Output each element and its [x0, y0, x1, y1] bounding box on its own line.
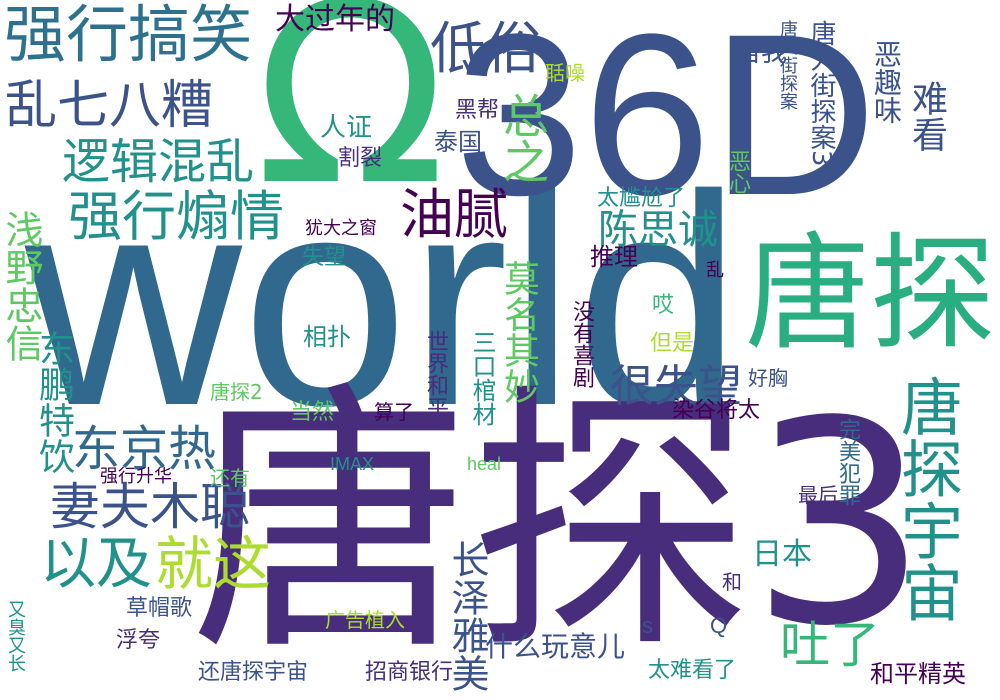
word-hai-tangtan-yuzhou: 还唐探宇宙	[198, 660, 309, 685]
word-exin: 恶心	[725, 150, 750, 194]
word-meiyou-xiju: 没有喜剧	[569, 300, 594, 388]
word-youchou-youchang: 又臭又长	[5, 600, 26, 672]
word-chen-sicheng: 陈思诚	[598, 207, 718, 253]
word-tangrenjie-tanan-3: 唐人街探案3	[806, 20, 836, 167]
word-he: 和	[722, 570, 742, 594]
word-zongzhi: 总之	[496, 92, 550, 184]
word-dongpeng-teyin: 东鹏特饮	[33, 330, 74, 474]
word-qianye-zhongxin: 浅野忠信	[0, 210, 43, 362]
word-disu: 低俗	[430, 17, 542, 82]
word-daguonian: 大过年的	[275, 2, 395, 37]
word-haiyou: 还有	[210, 466, 250, 490]
word-nankan: 难看	[906, 80, 947, 152]
word-qiangxing-shanqing: 强行煽情	[68, 185, 284, 248]
word-taiguo: 泰国	[434, 128, 482, 156]
word-ziwo: 自我	[735, 38, 788, 68]
word-zhaoshang-yinhang: 招商银行	[365, 660, 454, 685]
word-rangu-jiangtai: 染谷将太	[672, 398, 761, 423]
word-guazao: 聒噪	[545, 61, 585, 85]
word-tangrenjie-tanan: 唐人街探案	[777, 20, 798, 110]
word-qiangxing-gaoxiao: 强行搞笑	[4, 0, 253, 71]
word-wanmei-fanzui: 完美犯罪	[835, 418, 860, 506]
word-yiji: 以及	[40, 532, 152, 597]
word-shiwang: 失望	[302, 245, 347, 270]
word-dongjingre: 东京热	[72, 421, 217, 477]
word-q: Q	[710, 613, 728, 638]
word-tang-tan-3: 唐探3	[190, 362, 929, 688]
word-tangtan-yuzhou: 唐探宇宙	[890, 375, 963, 623]
word-guanggao-zhiru: 广告植入	[325, 608, 405, 632]
word-suan-le: 算了	[374, 400, 414, 424]
word-s: s	[642, 613, 653, 638]
word-36d: 36D	[455, 0, 877, 243]
word-dangran: 当然	[290, 400, 335, 425]
word-changze-yamei: 长泽雅美	[445, 540, 489, 692]
word-tuili: 推理	[590, 243, 638, 271]
word-imax: IMAX	[330, 454, 375, 474]
word-tu-le: 吐了	[780, 616, 880, 674]
word-world: world	[25, 132, 742, 468]
word-tangtan-2: 唐探2	[210, 380, 263, 404]
word-heping-jingying: 和平精英	[870, 660, 966, 688]
word-luan: 乱	[706, 260, 724, 281]
word-jiuzhe: 就这	[155, 530, 272, 598]
word-heibang: 黑帮	[455, 98, 500, 123]
word-sankou-guancai: 三口棺材	[468, 330, 496, 426]
word-haoxiong: 好胸	[748, 366, 788, 390]
word-luoji-hunluan: 逻辑混乱	[62, 134, 255, 190]
word-riben: 日本	[752, 537, 812, 572]
word-qifu-mucong: 妻夫木聪	[50, 478, 250, 536]
word-zuihou: 最后	[798, 483, 838, 507]
word-tai-nankan-le: 太难看了	[648, 658, 737, 683]
word-qiangxing-shenghua: 强行升华	[100, 466, 172, 487]
word-tang-tan: 唐探	[745, 222, 995, 367]
word-heal: heal	[467, 454, 502, 474]
word-luanqibazao: 乱七八糟	[5, 76, 214, 136]
word-gelie: 割裂	[338, 146, 383, 171]
word-omega: Ω	[255, 0, 447, 240]
word-danshi: 但是	[650, 331, 695, 356]
word-moming-qimiao: 莫名其妙	[498, 260, 539, 404]
word-shijie-heping: 世界和平	[423, 330, 448, 418]
word-renzheng: 人证	[320, 113, 373, 143]
word-younì: 油腻	[400, 183, 508, 246]
word-tai-ganga-le: 太尴尬了	[597, 186, 686, 211]
word-youda-zhichuang: 犹大之窗	[305, 218, 377, 239]
word-hen-shiwang: 很失望	[610, 361, 742, 412]
word-equwei: 恶趣味	[870, 40, 903, 124]
word-caomao-ge: 草帽歌	[126, 596, 193, 621]
word-ai: 哎	[652, 293, 675, 318]
word-shenme-wanyier: 什么玩意儿	[485, 630, 626, 663]
word-fukua: 浮夸	[116, 628, 161, 653]
word-xiangpu: 相扑	[303, 323, 351, 351]
